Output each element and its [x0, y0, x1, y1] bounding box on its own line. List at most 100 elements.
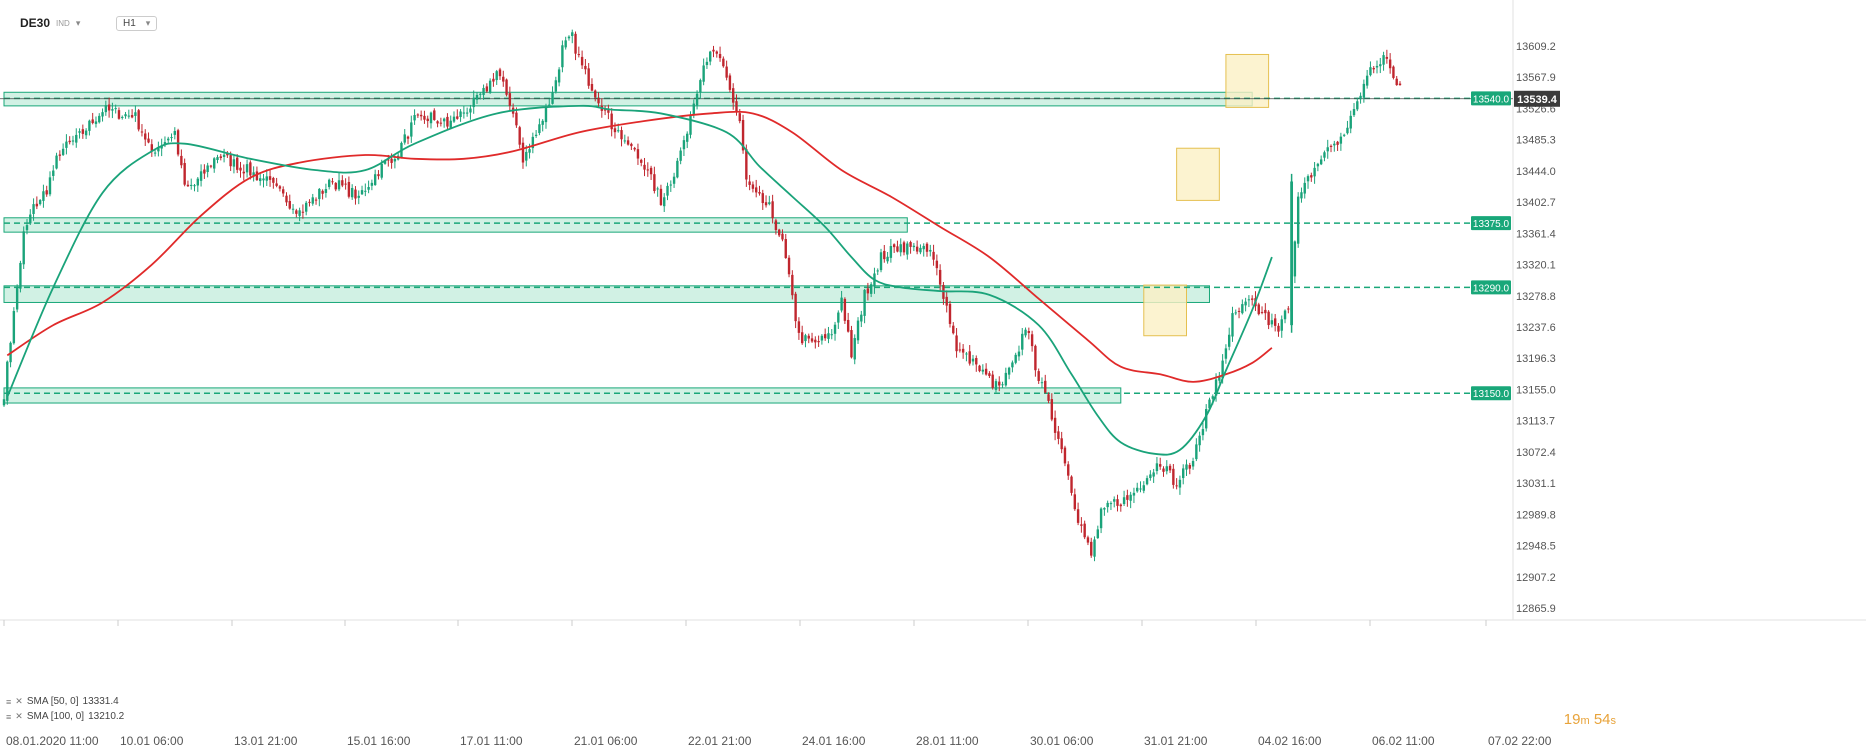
candle-body: [564, 40, 567, 48]
candle-body: [929, 249, 932, 252]
candle-body: [623, 140, 627, 142]
candle-body: [1168, 465, 1172, 471]
candle-body: [1247, 299, 1251, 301]
candle-body: [114, 108, 117, 110]
candle-body: [853, 338, 856, 360]
candle-body: [1365, 75, 1369, 86]
candle-body: [22, 231, 25, 265]
candle-body: [1014, 354, 1017, 363]
candle-body: [1349, 115, 1352, 129]
indicator-legend-sma100[interactable]: ≡ ✕ SMA [100, 0] 13210.2: [6, 711, 124, 722]
price-tick-label: 13485.3: [1516, 135, 1556, 147]
candle-body: [1129, 494, 1132, 501]
candle-body: [364, 190, 367, 192]
candle-body: [541, 120, 544, 125]
timeframe-label: H1: [123, 17, 136, 29]
candle-body: [367, 187, 370, 190]
candle-body: [1296, 196, 1300, 244]
close-icon[interactable]: ✕: [15, 696, 23, 706]
highlight-box: [1176, 147, 1220, 201]
candle-body: [1073, 494, 1077, 510]
sma100-line: [6, 110, 1273, 383]
candle-body: [988, 373, 991, 377]
candle-body: [1339, 136, 1343, 144]
candle-body: [190, 184, 193, 186]
candle-body: [935, 260, 939, 269]
candle-body: [71, 140, 75, 142]
settings-icon[interactable]: ≡: [6, 696, 12, 707]
chevron-down-icon[interactable]: ▾: [75, 17, 81, 28]
candle-body: [245, 164, 249, 173]
close-icon[interactable]: ✕: [15, 711, 23, 721]
candle-body: [104, 105, 108, 113]
candle-body: [1372, 67, 1375, 70]
instrument-header: DE30 IND ▾: [20, 14, 80, 32]
candle-body: [843, 298, 847, 321]
candle-body: [1165, 466, 1168, 472]
candle-body: [127, 115, 131, 117]
candle-body: [961, 348, 965, 353]
current-price-tag: [1514, 90, 1560, 107]
settings-icon[interactable]: ≡: [6, 711, 12, 722]
candle-body: [774, 220, 778, 231]
candle-body: [1136, 487, 1139, 492]
candle-body: [538, 124, 541, 134]
candle-body: [1017, 351, 1021, 357]
candle-body: [1162, 468, 1165, 472]
candle-countdown: 19m 54s: [1563, 711, 1616, 728]
candle-body: [1053, 417, 1057, 433]
candle-body: [344, 183, 347, 185]
timeframe-selector[interactable]: H1 ▾: [116, 14, 158, 32]
candle-body: [551, 92, 554, 104]
candle-body: [327, 179, 331, 188]
candle-body: [48, 177, 52, 195]
candle-body: [1099, 508, 1103, 529]
candle-body: [1270, 320, 1274, 325]
candle-body: [465, 112, 469, 114]
candle-body: [252, 172, 255, 176]
candle-body: [78, 131, 81, 133]
candle-body: [203, 169, 206, 174]
candle-body: [232, 159, 236, 167]
candle-body: [777, 229, 781, 236]
timeframe-dropdown[interactable]: H1 ▾: [116, 15, 158, 31]
candle-body: [1198, 435, 1201, 446]
candle-body: [948, 303, 952, 324]
candle-body: [183, 162, 186, 185]
candle-body: [58, 154, 62, 156]
candle-body: [981, 369, 985, 372]
candle-body: [1067, 464, 1070, 476]
candle-body: [764, 202, 768, 206]
candle-body: [121, 116, 124, 118]
candle-body: [521, 142, 525, 163]
candle-body: [741, 119, 745, 151]
level-tag: [1471, 216, 1511, 231]
candle-body: [754, 187, 758, 193]
candle-body: [761, 193, 764, 204]
candle-body: [952, 325, 955, 334]
candle-body: [6, 361, 9, 401]
candle-body: [1264, 309, 1267, 314]
level-tag-label: 13290.0: [1473, 283, 1510, 294]
candle-body: [416, 114, 420, 116]
candle-body: [130, 115, 134, 118]
candle-body: [137, 110, 140, 130]
candle-body: [896, 246, 899, 252]
candle-body: [314, 199, 318, 201]
candle-body: [603, 109, 607, 111]
candle-body: [745, 149, 748, 180]
candle-body: [823, 334, 827, 339]
candle-body: [856, 320, 860, 341]
candle-body: [846, 319, 850, 332]
candle-body: [912, 245, 916, 248]
price-tick-label: 12865.9: [1516, 603, 1556, 615]
candle-body: [485, 86, 489, 92]
candle-body: [676, 160, 679, 178]
level-lines: [0, 97, 1513, 394]
candle-body: [525, 151, 528, 161]
indicator-legend-sma50[interactable]: ≡ ✕ SMA [50, 0] 13331.4: [6, 696, 119, 707]
candle-body: [1392, 66, 1395, 78]
candle-body: [735, 101, 738, 113]
candle-body: [1001, 384, 1004, 386]
